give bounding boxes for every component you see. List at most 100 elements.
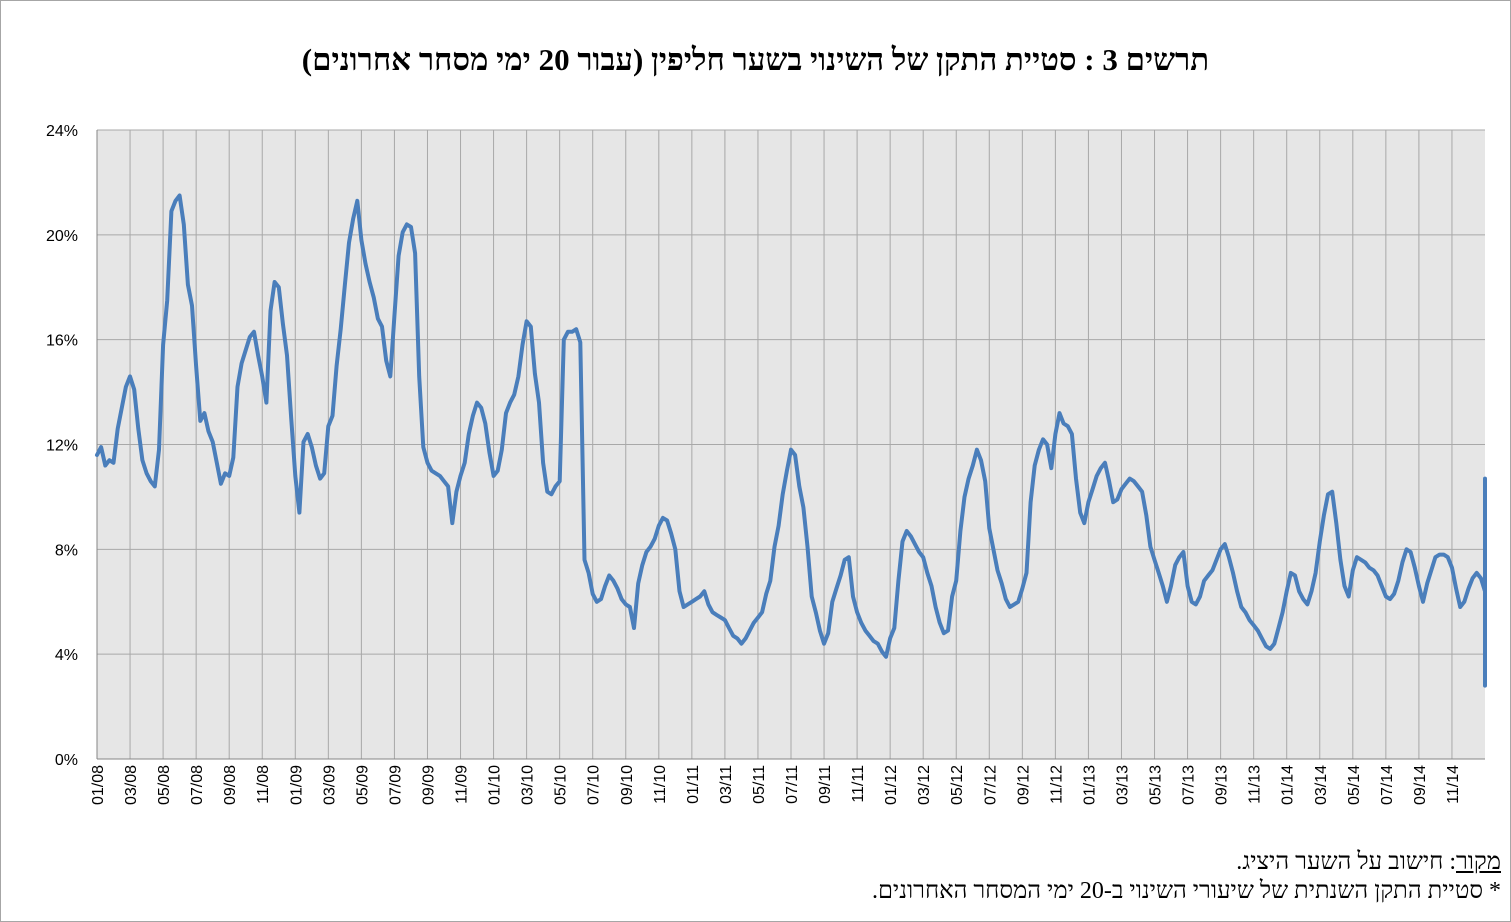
data-point xyxy=(624,603,627,606)
x-tick-label: 07/11 xyxy=(784,765,801,804)
x-tick-label: 11/13 xyxy=(1247,765,1264,804)
data-point xyxy=(463,461,466,464)
data-point xyxy=(806,545,809,548)
x-tick-label: 07/12 xyxy=(982,765,999,805)
data-point xyxy=(1314,571,1317,574)
data-point xyxy=(1306,603,1309,606)
data-point xyxy=(1360,558,1363,561)
data-point xyxy=(1459,606,1462,609)
x-tick-label: 05/12 xyxy=(949,765,966,805)
data-point xyxy=(434,472,437,475)
x-tick-label: 03/08 xyxy=(123,765,140,805)
data-point xyxy=(538,401,541,404)
data-point xyxy=(1484,629,1487,632)
data-point xyxy=(1484,553,1487,556)
grid-lines xyxy=(96,129,1485,760)
data-point xyxy=(802,506,805,509)
x-tick-label: 05/13 xyxy=(1148,765,1165,805)
data-point xyxy=(748,629,751,632)
data-point xyxy=(678,590,681,593)
data-point xyxy=(959,530,962,533)
data-point xyxy=(889,637,892,640)
data-point xyxy=(1471,577,1474,580)
data-point xyxy=(1046,443,1049,446)
data-point xyxy=(723,619,726,622)
data-point xyxy=(372,296,375,299)
data-point xyxy=(1128,477,1131,480)
data-point xyxy=(942,632,945,635)
data-point xyxy=(1484,558,1487,561)
data-point xyxy=(1484,666,1487,669)
data-point xyxy=(707,603,710,606)
data-point xyxy=(1484,532,1487,535)
y-tick-label: 24% xyxy=(46,123,78,140)
source-text: : חישוב על השער היציג. xyxy=(1236,849,1456,875)
data-point xyxy=(913,543,916,546)
data-point xyxy=(298,511,301,514)
x-tick-label: 09/09 xyxy=(420,765,437,805)
data-point xyxy=(1484,650,1487,653)
data-point xyxy=(1281,611,1284,614)
data-point xyxy=(1008,606,1011,609)
data-point xyxy=(591,592,594,595)
data-point xyxy=(1484,676,1487,679)
data-point xyxy=(1058,412,1061,415)
data-point xyxy=(186,283,189,286)
data-point xyxy=(1475,571,1478,574)
data-point xyxy=(1484,477,1487,480)
data-point xyxy=(108,459,111,462)
x-tick-label: 09/10 xyxy=(619,765,636,805)
data-point xyxy=(261,375,264,378)
data-point xyxy=(158,448,161,451)
data-point xyxy=(1033,464,1036,467)
data-point xyxy=(1203,579,1206,582)
data-point xyxy=(364,262,367,265)
data-point xyxy=(1484,598,1487,601)
data-point xyxy=(670,532,673,535)
data-point xyxy=(265,401,268,404)
data-point xyxy=(583,558,586,561)
x-tick-label: 07/10 xyxy=(586,765,603,805)
data-point xyxy=(1132,480,1135,483)
data-point xyxy=(744,637,747,640)
data-point xyxy=(736,637,739,640)
data-point xyxy=(1050,467,1053,470)
data-point xyxy=(1091,488,1094,491)
data-point xyxy=(1355,556,1358,559)
data-point xyxy=(1277,627,1280,630)
data-point xyxy=(752,621,755,624)
data-point xyxy=(1145,514,1148,517)
x-tick-label: 05/08 xyxy=(156,765,173,805)
data-point xyxy=(389,375,392,378)
x-tick-label: 01/12 xyxy=(883,765,900,805)
y-tick-label: 16% xyxy=(46,333,78,350)
data-point xyxy=(1484,548,1487,551)
data-point xyxy=(1484,653,1487,656)
data-point xyxy=(947,629,950,632)
data-point xyxy=(1405,548,1408,551)
data-point xyxy=(1318,540,1321,543)
data-point xyxy=(1484,545,1487,548)
data-point xyxy=(1380,585,1383,588)
data-point xyxy=(397,254,400,257)
y-tick-label: 8% xyxy=(55,542,78,559)
data-point xyxy=(1087,501,1090,504)
chart-title: תרשים 3 : סטיית התקן של השינוי בשער חליפ… xyxy=(301,42,1210,77)
data-point xyxy=(302,440,305,443)
data-point xyxy=(951,595,954,598)
x-tick-label: 09/14 xyxy=(1412,765,1429,805)
data-point xyxy=(290,417,293,420)
source-note: מקור: חישוב על השער היציג. xyxy=(1236,849,1501,876)
data-point xyxy=(244,349,247,352)
data-point xyxy=(1372,569,1375,572)
data-point xyxy=(1484,595,1487,598)
data-point xyxy=(137,427,140,430)
data-point xyxy=(240,362,243,365)
y-tick-label: 4% xyxy=(55,647,78,664)
data-point xyxy=(500,448,503,451)
x-tick-label: 09/12 xyxy=(1015,765,1032,805)
data-point xyxy=(839,574,842,577)
data-point xyxy=(1066,425,1069,428)
data-point xyxy=(1484,603,1487,606)
